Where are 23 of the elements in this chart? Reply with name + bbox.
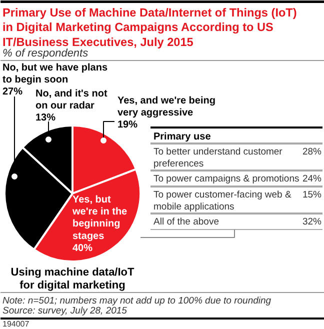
slice-label: No, but we have plans to begin soon <box>2 62 108 86</box>
slice-label: Yes, but we're in the beginning stages <box>72 194 128 242</box>
data-label: 40% <box>72 242 93 254</box>
data-label: 27% <box>2 86 23 98</box>
category-label: To power customer-facing web & mobile applications <box>154 190 292 213</box>
slice-label: No, and it's not on our radar <box>36 88 108 112</box>
text: 24% <box>302 174 322 184</box>
category-label: To better understand customer preferences <box>154 146 282 170</box>
slice-label: Yes, and we're being very aggressive <box>118 96 216 119</box>
data-label: 19% <box>118 120 138 131</box>
text: Using machine data/IoT for digital marketing <box>10 266 135 292</box>
text: 194007 <box>2 320 30 328</box>
text: 28% <box>302 146 322 158</box>
source-note: Source: survey, July 28, 2015 <box>2 306 128 316</box>
category-label: All of the above <box>154 216 219 228</box>
chart-title: Primary Use of Machine Data/Internet of Things (IoT) in Digital Marketing Campaigns According to US IT/Business Executives, July 2015 <box>2 6 297 49</box>
category-label: To power campaigns & promotions <box>154 174 300 184</box>
text: 15% <box>302 190 322 200</box>
data-label: 13% <box>36 112 56 124</box>
text: Note: n=501; numbers may not add up to 100% due to rounding <box>2 296 272 306</box>
text: Primary use <box>154 132 212 142</box>
chart-subtitle: % of respondents <box>2 48 89 60</box>
text: 32% <box>302 216 322 228</box>
